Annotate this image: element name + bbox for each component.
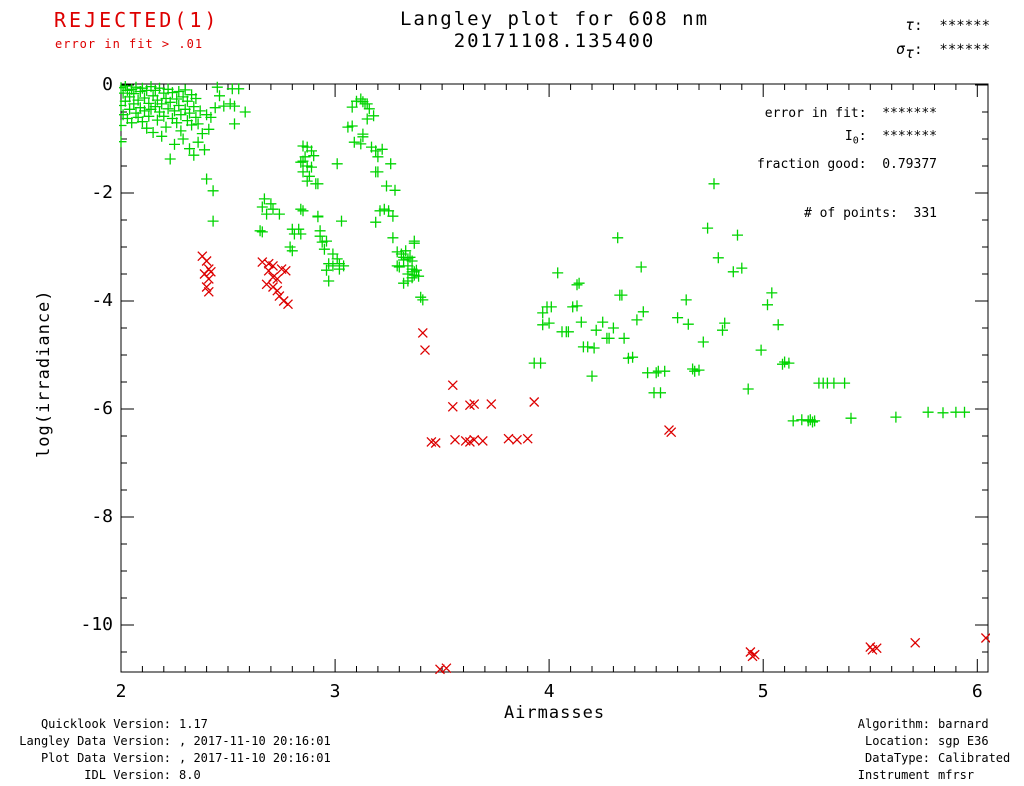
i0-row: I0: ******* (757, 125, 937, 153)
plot-data-version-row: Plot Data Version: , 2017-11-10 20:16:01 (6, 750, 331, 767)
quicklook-version-label: Quicklook Version: (40, 717, 171, 731)
instrument-label: Instrument (857, 768, 930, 782)
instrument-info-block: Algorithm: barnard Location: sgp E36 DataT… (808, 716, 1011, 784)
y-tick-label: -10 (80, 614, 113, 635)
fraction-good-label: fraction good: (756, 156, 867, 172)
fraction-good-row: fraction good: 0.79377 (757, 153, 937, 176)
data-points-layer (119, 81, 990, 675)
sigma-symbol: σ (896, 40, 906, 58)
location-row: Location: sgp E36 (808, 733, 1010, 750)
num-points-row: # of points: 331 (757, 202, 937, 225)
x-tick-label: 3 (329, 681, 341, 702)
version-info-block: Quicklook Version: 1.17 Langley Data Vers… (6, 716, 331, 784)
tau-value: ****** (939, 18, 990, 34)
page-subtitle: 20171108.135400 (453, 30, 656, 52)
tau-block: τ: ****** στ: ****** (896, 14, 990, 65)
idl-version-label: IDL Version: (84, 768, 171, 782)
plot-frame (120, 83, 989, 673)
axis-ticks (120, 84, 988, 672)
y-tick-label: 0 (102, 74, 113, 95)
datatype-value: Calibrated (938, 751, 1011, 765)
tau-row: τ: ****** (896, 14, 990, 38)
y-axis-title: log(irradiance) (34, 289, 54, 458)
x-tick-label: 2 (115, 681, 127, 702)
rejected-reason: error in fit > .01 (55, 37, 204, 51)
langley-data-version-label: Langley Data Version: (19, 734, 171, 748)
algorithm-row: Algorithm: barnard (808, 716, 1010, 733)
x-tick-label: 4 (543, 681, 555, 702)
quicklook-version-row: Quicklook Version: 1.17 (6, 716, 331, 733)
quicklook-version-value: 1.17 (179, 717, 208, 731)
location-label: Location: (864, 734, 930, 748)
x-tick-label: 6 (971, 681, 983, 702)
i0-label: I (844, 129, 853, 144)
fraction-good-value: 0.79377 (882, 156, 937, 172)
good-points-series (119, 81, 970, 428)
error-in-fit-row: error in fit: ******* (757, 102, 937, 125)
rejected-flag: REJECTED(1) (54, 8, 220, 32)
sigma-tau-value: ****** (939, 42, 990, 58)
idl-version-row: IDL Version: 8.0 (6, 767, 331, 784)
error-in-fit-label: error in fit: (764, 106, 867, 121)
title-block: Langley plot for 608 nm 20171108.135400 (121, 8, 988, 52)
datatype-label: DataType: (864, 751, 930, 765)
x-tick-label: 5 (757, 681, 769, 702)
langley-data-version-row: Langley Data Version: , 2017-11-10 20:16:… (6, 733, 331, 750)
i0-label-sub: 0 (852, 135, 859, 147)
num-points-label: # of points: (803, 205, 898, 221)
algorithm-value: barnard (938, 717, 989, 731)
tau-symbol: τ (905, 16, 915, 34)
fit-stats-block: error in fit: ******* I0: ******* fracti… (757, 102, 937, 225)
i0-value: ******* (882, 129, 937, 144)
plot-data-version-label: Plot Data Version: (40, 751, 171, 765)
algorithm-label: Algorithm: (857, 717, 930, 731)
instrument-row: Instrument mfrsr (808, 767, 1010, 784)
tau-colon: : (914, 18, 923, 34)
y-tick-label: -4 (91, 290, 113, 311)
y-tick-label: -6 (91, 398, 113, 419)
idl-version-value: 8.0 (179, 768, 201, 782)
instrument-value: mfrsr (938, 768, 975, 782)
sigma-colon: : (914, 42, 923, 58)
sigma-tau-row: στ: ****** (896, 38, 990, 65)
plot-data-version-value: , 2017-11-10 20:16:01 (179, 751, 331, 765)
location-value: sgp E36 (938, 734, 989, 748)
i0-colon: : (858, 129, 867, 144)
y-tick-label: -8 (91, 506, 113, 527)
num-points-value: 331 (913, 205, 937, 221)
page-title: Langley plot for 608 nm (399, 8, 710, 30)
datatype-row: DataType: Calibrated (808, 750, 1010, 767)
y-tick-label: -2 (91, 182, 113, 203)
sigma-sub: τ (905, 43, 915, 62)
rejected-points-series (197, 251, 990, 675)
langley-data-version-value: , 2017-11-10 20:16:01 (179, 734, 331, 748)
x-axis-title: Airmasses (503, 703, 606, 723)
error-in-fit-value: ******* (882, 106, 937, 121)
